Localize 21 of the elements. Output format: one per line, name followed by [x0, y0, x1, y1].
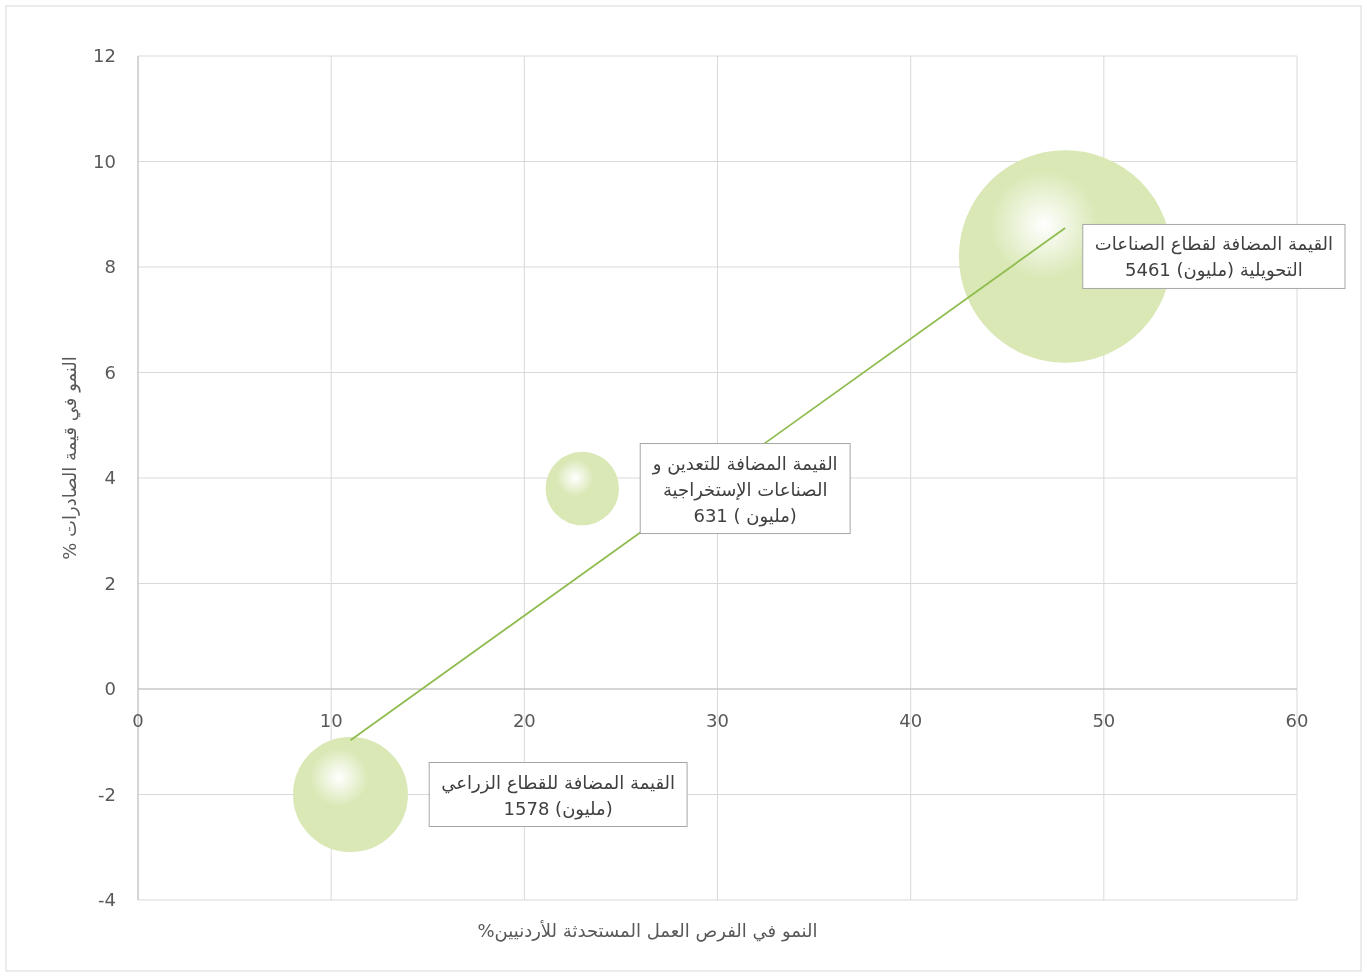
y-tick-label: 0	[104, 678, 116, 699]
annotation: القيمة المضافة للقطاع الزراعي (مليون) 1578	[441, 771, 676, 820]
y-tick-label: 8	[104, 256, 116, 277]
x-tick-label: 40	[899, 710, 923, 731]
x-tick-label: 60	[1285, 710, 1309, 731]
x-tick-label: 30	[706, 710, 729, 731]
annotation: القيمة المضافة للتعدين و الصناعات الإستخراجية (مليون ) 631	[651, 452, 838, 527]
y-tick-label: 10	[93, 150, 116, 172]
y-tick-label: -2	[98, 783, 116, 805]
x-axis-title: النمو في الفرص العمل المستحدثة للأردنيين%	[477, 920, 818, 942]
y-axis-title: النمو في قيمة الصادرات %	[59, 356, 81, 560]
x-tick-label: 20	[512, 710, 536, 731]
y-tick-label: -4	[98, 889, 116, 910]
x-tick-label: 50	[1092, 710, 1116, 731]
y-tick-label: 2	[104, 572, 116, 594]
y-tick-label: 12	[93, 45, 116, 66]
x-tick-label: 0	[132, 710, 144, 731]
y-tick-label: 6	[104, 361, 116, 383]
y-tick-label: 4	[104, 467, 116, 488]
x-tick-label: 10	[319, 710, 343, 731]
annotation: القيمة المضافة لقطاع الصناعات التحويلية (مليون) 5461	[1094, 233, 1333, 282]
